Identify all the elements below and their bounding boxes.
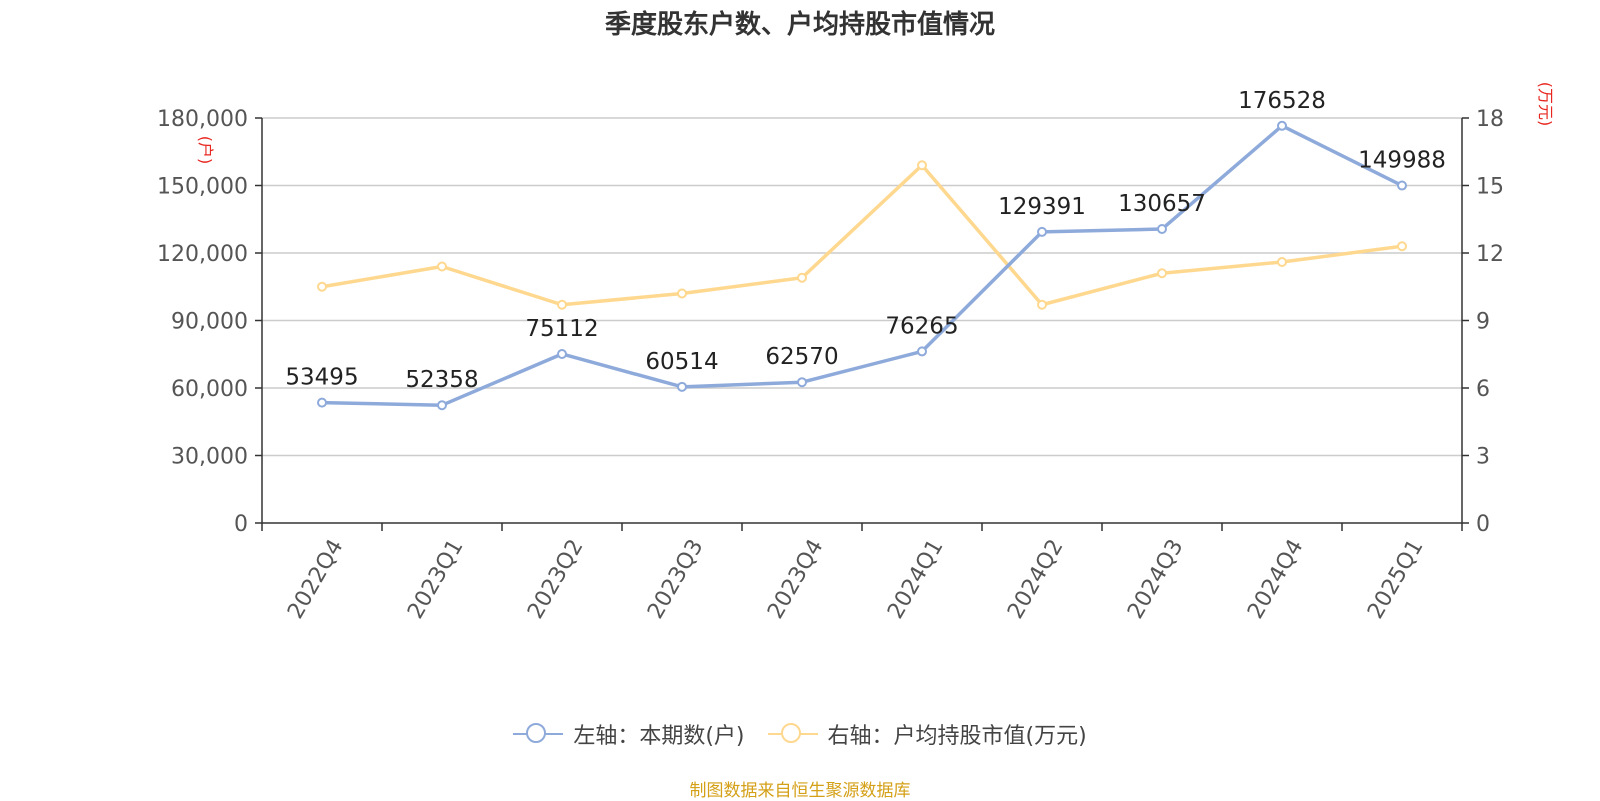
x-axis-category-label: 2022Q4 bbox=[283, 535, 348, 623]
right-axis-tick-label: 0 bbox=[1476, 512, 1490, 537]
x-axis-category-label: 2023Q2 bbox=[523, 535, 588, 623]
source-note: 制图数据来自恒生聚源数据库 bbox=[689, 781, 911, 801]
left-series-point bbox=[917, 346, 927, 357]
left-axis-tick-label: 0 bbox=[234, 512, 248, 537]
x-axis-category-label: 2024Q4 bbox=[1243, 535, 1308, 623]
left-axis-tick-label: 30,000 bbox=[171, 445, 248, 470]
right-series-point bbox=[557, 299, 567, 310]
series-lines bbox=[317, 120, 1407, 411]
legend-right-label: 右轴：户均持股市值(万元) bbox=[827, 724, 1087, 749]
x-axis-category-label: 2024Q3 bbox=[1123, 535, 1188, 623]
x-axis-category-label: 2023Q3 bbox=[643, 535, 708, 623]
left-series-data-label: 176528 bbox=[1238, 88, 1326, 114]
left-series-data-label: 53495 bbox=[285, 365, 358, 391]
right-axis-tick-label: 12 bbox=[1476, 242, 1504, 267]
right-series-point bbox=[1037, 299, 1047, 310]
data-labels: 53495 52358 75112 60514 62570 76265 129391 1306… bbox=[285, 88, 1445, 393]
left-series-point bbox=[1037, 226, 1047, 237]
axes: 0 30,000 60,000 90,000 120,000 150,000 180,000… bbox=[157, 82, 1555, 624]
left-series-point bbox=[557, 348, 567, 359]
right-series-point bbox=[1397, 241, 1407, 252]
right-axis-unit-label: (万元) bbox=[1536, 82, 1555, 127]
left-series-point bbox=[677, 381, 687, 392]
x-axis-category-label: 2025Q1 bbox=[1363, 535, 1428, 623]
right-series-point bbox=[797, 272, 807, 283]
left-series-data-label: 75112 bbox=[525, 316, 598, 342]
right-series-line bbox=[321, 163, 1403, 307]
right-axis-tick-label: 15 bbox=[1476, 175, 1504, 200]
x-axis-category-label: 2024Q2 bbox=[1003, 535, 1068, 623]
legend-left-marker-icon bbox=[513, 723, 564, 745]
left-series-data-label: 60514 bbox=[645, 349, 718, 375]
left-axis-unit-label: (户) bbox=[196, 136, 215, 165]
right-series-point bbox=[1277, 257, 1287, 267]
left-series-point bbox=[1397, 180, 1407, 191]
x-axis-category-label: 2023Q1 bbox=[403, 535, 468, 623]
left-series-data-label: 76265 bbox=[885, 313, 958, 339]
legend: 左轴：本期数(户) 右轴：户均持股市值(万元) bbox=[0, 718, 1600, 751]
right-axis-tick-label: 3 bbox=[1476, 445, 1490, 470]
left-series-point bbox=[317, 397, 327, 408]
grid-lines bbox=[262, 117, 1462, 457]
right-axis-tick-label: 6 bbox=[1476, 377, 1490, 402]
right-series-point bbox=[1157, 268, 1167, 279]
right-axis-tick-label: 9 bbox=[1476, 310, 1490, 335]
left-series-data-label: 130657 bbox=[1118, 191, 1206, 217]
left-series-data-label: 52358 bbox=[405, 367, 478, 393]
left-series-data-label: 149988 bbox=[1358, 148, 1446, 174]
legend-item-right-series[interactable]: 右轴：户均持股市值(万元) bbox=[767, 718, 1087, 750]
right-axis-tick-label: 18 bbox=[1476, 107, 1504, 132]
legend-item-left-series[interactable]: 左轴：本期数(户) bbox=[513, 718, 745, 750]
left-axis-tick-label: 90,000 bbox=[171, 310, 248, 335]
right-series-point bbox=[317, 281, 327, 292]
left-series-data-label: 129391 bbox=[998, 194, 1086, 220]
right-series-point bbox=[677, 288, 687, 299]
left-series-point bbox=[437, 400, 447, 411]
chart-title: 季度股东户数、户均持股市值情况 bbox=[604, 10, 995, 40]
left-axis-tick-label: 120,000 bbox=[157, 242, 248, 267]
left-axis-tick-label: 60,000 bbox=[171, 377, 248, 402]
legend-right-marker-icon bbox=[767, 723, 818, 745]
left-series-line bbox=[321, 124, 1403, 407]
left-axis-tick-label: 180,000 bbox=[157, 107, 248, 132]
left-series-point bbox=[1277, 120, 1287, 131]
x-axis-category-label: 2023Q4 bbox=[763, 535, 828, 623]
x-axis-category-label: 2024Q1 bbox=[883, 535, 948, 623]
right-series-point bbox=[437, 261, 447, 272]
legend-left-label: 左轴：本期数(户) bbox=[573, 724, 745, 749]
right-series-point bbox=[917, 160, 927, 171]
left-axis-tick-label: 150,000 bbox=[157, 175, 248, 200]
left-series-point bbox=[1157, 224, 1167, 235]
left-series-data-label: 62570 bbox=[765, 344, 838, 370]
left-series-point bbox=[797, 377, 807, 388]
